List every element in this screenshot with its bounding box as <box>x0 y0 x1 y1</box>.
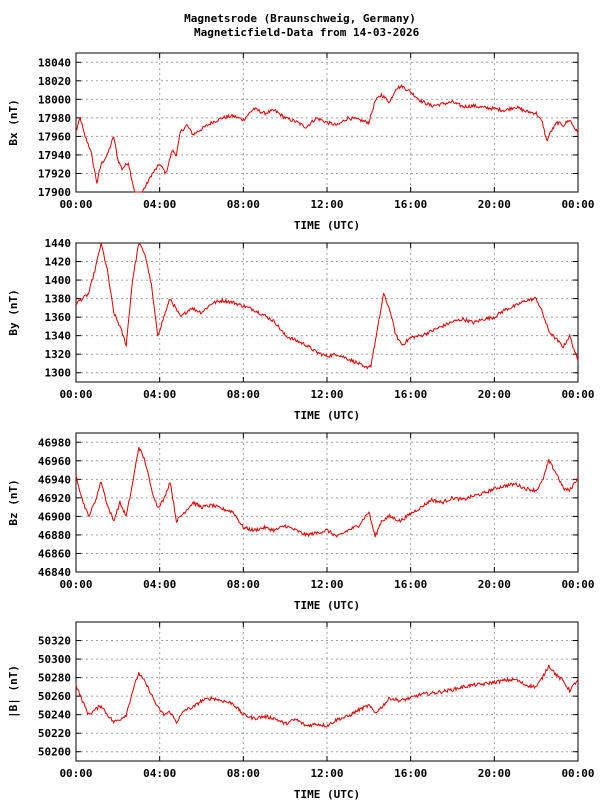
panel-4-y-axis-label: |B| (nT) <box>7 665 20 718</box>
panel-3-x-tick-label: 08:00 <box>227 578 260 591</box>
panel-2-y-tick-label: 1340 <box>45 330 72 343</box>
panel-4-y-tick-label: 50220 <box>38 727 71 740</box>
panel-4-x-tick-label: 20:00 <box>478 767 511 780</box>
chart-title: Magnetsrode (Braunschweig, Germany) Magn… <box>0 12 600 40</box>
panel-1-x-tick-label: 08:00 <box>227 198 260 211</box>
panel-3-x-tick-label: 12:00 <box>310 578 343 591</box>
panel-3-y-tick-label: 46940 <box>38 473 71 486</box>
panel-4-y-tick-label: 50280 <box>38 672 71 685</box>
panel-2-x-tick-label: 00:00 <box>59 388 92 401</box>
panel-1-x-tick-label: 04:00 <box>143 198 176 211</box>
panel-3-y-tick-label: 46980 <box>38 436 71 449</box>
panel-3-y-tick-label: 46900 <box>38 510 71 523</box>
panel-3-x-tick-label: 00:00 <box>561 578 594 591</box>
panel-2-x-axis-label: TIME (UTC) <box>294 409 360 422</box>
panel-2-y-tick-label: 1400 <box>45 274 72 287</box>
panel-2-series-line <box>75 242 579 370</box>
panel-1-y-axis-label: Bx (nT) <box>7 99 20 145</box>
panel-4-x-tick-label: 16:00 <box>394 767 427 780</box>
panel-2-y-axis-label: By (nT) <box>7 289 20 335</box>
panel-2-x-tick-label: 04:00 <box>143 388 176 401</box>
panel-4-x-tick-label: 08:00 <box>227 767 260 780</box>
panel-1-y-tick-label: 18040 <box>38 56 71 69</box>
panel-3-y-tick-label: 46860 <box>38 547 71 560</box>
panel-3-x-tick-label: 16:00 <box>394 578 427 591</box>
panel-1-x-tick-label: 00:00 <box>59 198 92 211</box>
panel-2-y-tick-label: 1320 <box>45 348 72 361</box>
panel-2-y-tick-label: 1360 <box>45 311 72 324</box>
panel-1-y-tick-label: 17920 <box>38 167 71 180</box>
panel-3-x-axis-label: TIME (UTC) <box>294 599 360 612</box>
panel-3-series-line <box>75 446 579 538</box>
panel-4-y-tick-label: 50320 <box>38 635 71 648</box>
panel-1-x-axis-label: TIME (UTC) <box>294 219 360 232</box>
title-line-2: Magneticfield-Data from 14-03-2026 <box>194 26 420 39</box>
panel-1-x-tick-label: 16:00 <box>394 198 427 211</box>
panel-3-x-tick-label: 00:00 <box>59 578 92 591</box>
panel-3-y-tick-label: 46920 <box>38 492 71 505</box>
panel-4-y-tick-label: 50300 <box>38 653 71 666</box>
panel-1-x-tick-label: 00:00 <box>561 198 594 211</box>
panel-2-x-tick-label: 12:00 <box>310 388 343 401</box>
panel-3-y-tick-label: 46880 <box>38 529 71 542</box>
panel-2-y-tick-label: 1300 <box>45 367 72 380</box>
panel-4-y-tick-label: 50200 <box>38 746 71 759</box>
panel-2-x-tick-label: 16:00 <box>394 388 427 401</box>
panel-1-y-tick-label: 17960 <box>38 130 71 143</box>
panel-4-x-tick-label: 00:00 <box>59 767 92 780</box>
panel-4-y-tick-label: 50260 <box>38 690 71 703</box>
panel-1-y-tick-label: 17980 <box>38 112 71 125</box>
title-line-1: Magnetsrode (Braunschweig, Germany) <box>184 12 416 25</box>
panel-4-series-line <box>75 664 579 728</box>
panel-4-x-axis-label: TIME (UTC) <box>294 788 360 800</box>
panel-1-y-tick-label: 17940 <box>38 149 71 162</box>
panel-4-x-tick-label: 00:00 <box>561 767 594 780</box>
panel-3-x-tick-label: 20:00 <box>478 578 511 591</box>
panel-4-x-tick-label: 04:00 <box>143 767 176 780</box>
panel-1-y-tick-label: 18020 <box>38 75 71 88</box>
panel-1-y-tick-label: 17900 <box>38 186 71 199</box>
panel-3-y-tick-label: 46960 <box>38 455 71 468</box>
panel-2-y-tick-label: 1440 <box>45 237 72 250</box>
panel-2-x-tick-label: 00:00 <box>561 388 594 401</box>
panel-1-x-tick-label: 12:00 <box>310 198 343 211</box>
panel-1-x-tick-label: 20:00 <box>478 198 511 211</box>
panel-2-x-tick-label: 08:00 <box>227 388 260 401</box>
panel-2-y-tick-label: 1380 <box>45 293 72 306</box>
panel-3-y-tick-label: 46840 <box>38 566 71 579</box>
panel-1-y-tick-label: 18000 <box>38 93 71 106</box>
panel-4-x-tick-label: 12:00 <box>310 767 343 780</box>
panel-1-series-line <box>75 83 579 193</box>
panel-2-y-tick-label: 1420 <box>45 256 72 269</box>
panel-4-y-tick-label: 50240 <box>38 709 71 722</box>
panel-3-x-tick-label: 04:00 <box>143 578 176 591</box>
panel-3-y-axis-label: Bz (nT) <box>7 479 20 525</box>
panel-2-x-tick-label: 20:00 <box>478 388 511 401</box>
